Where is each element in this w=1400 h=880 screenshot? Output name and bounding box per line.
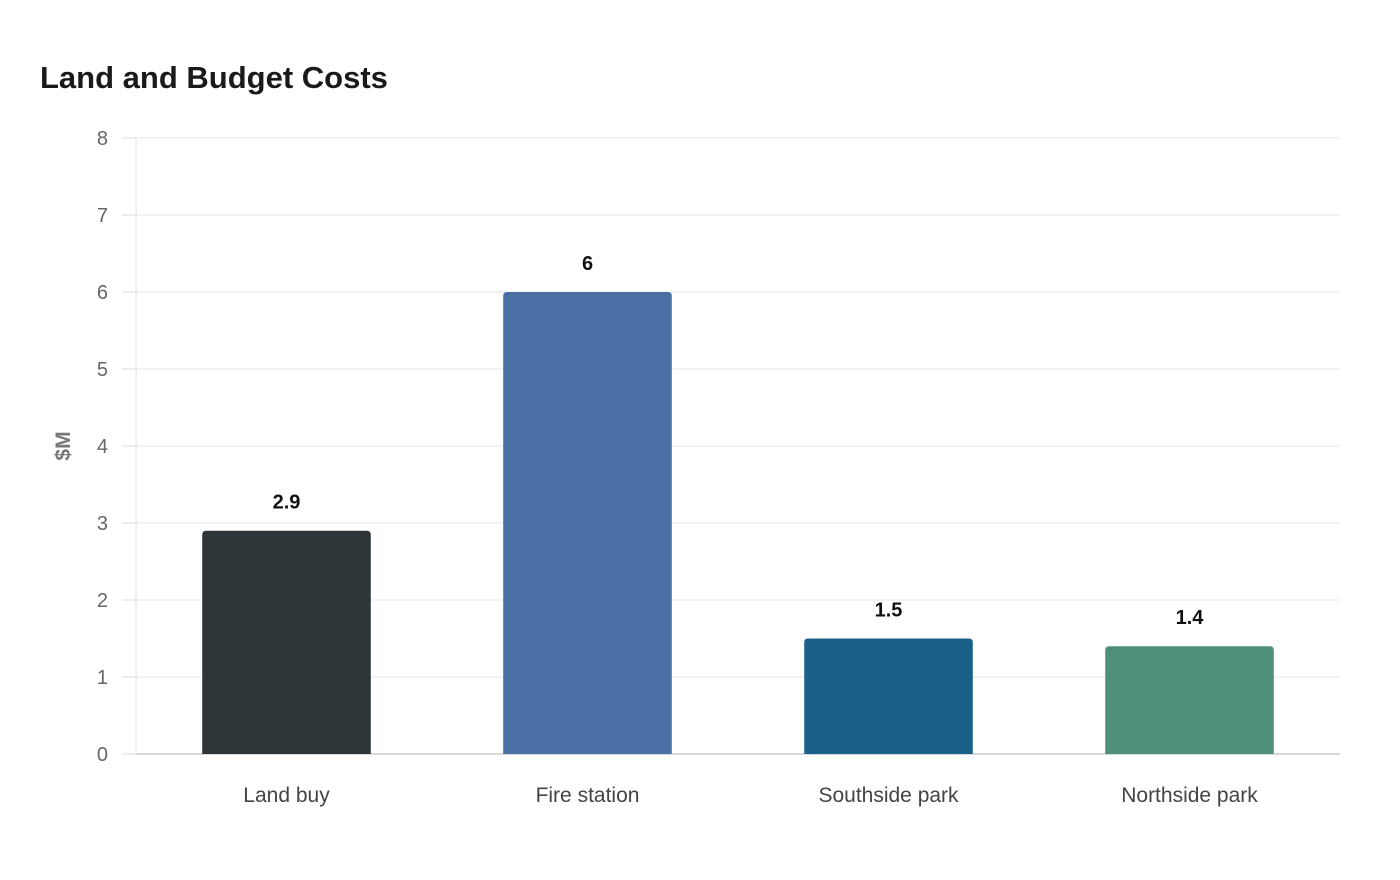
x-category-label: Northside park <box>1121 784 1258 807</box>
y-tick-label: 1 <box>97 667 108 689</box>
bar-fire-station <box>503 292 672 754</box>
chart-title: Land and Budget Costs <box>40 60 388 95</box>
bar-land-buy <box>202 530 371 754</box>
x-category-labels: Land buy Fire station Southside park Norths… <box>243 784 1258 807</box>
x-category-label: Southside park <box>818 784 959 807</box>
bar-northside-park <box>1105 646 1274 754</box>
y-tick-labels: 0 1 2 3 4 5 6 7 8 <box>97 128 108 766</box>
y-tick-label: 0 <box>97 744 108 766</box>
value-labels: 2.9 6 1.5 1.4 <box>273 253 1205 629</box>
y-tick-label: 7 <box>97 205 108 227</box>
y-tick-label: 2 <box>97 590 108 612</box>
y-tick-label: 3 <box>97 513 108 535</box>
value-label: 1.4 <box>1176 607 1205 629</box>
value-label: 6 <box>582 253 593 275</box>
bar-southside-park <box>804 638 973 754</box>
y-tick-label: 8 <box>97 128 108 150</box>
value-label: 2.9 <box>273 492 301 514</box>
y-axis-title: $M <box>52 431 75 460</box>
x-category-label: Land buy <box>243 784 330 807</box>
x-category-label: Fire station <box>536 784 640 807</box>
value-label: 1.5 <box>875 600 903 622</box>
y-tick-label: 5 <box>97 359 108 381</box>
y-tick-label: 4 <box>97 436 108 458</box>
bars <box>202 292 1274 754</box>
y-tick-label: 6 <box>97 282 108 304</box>
